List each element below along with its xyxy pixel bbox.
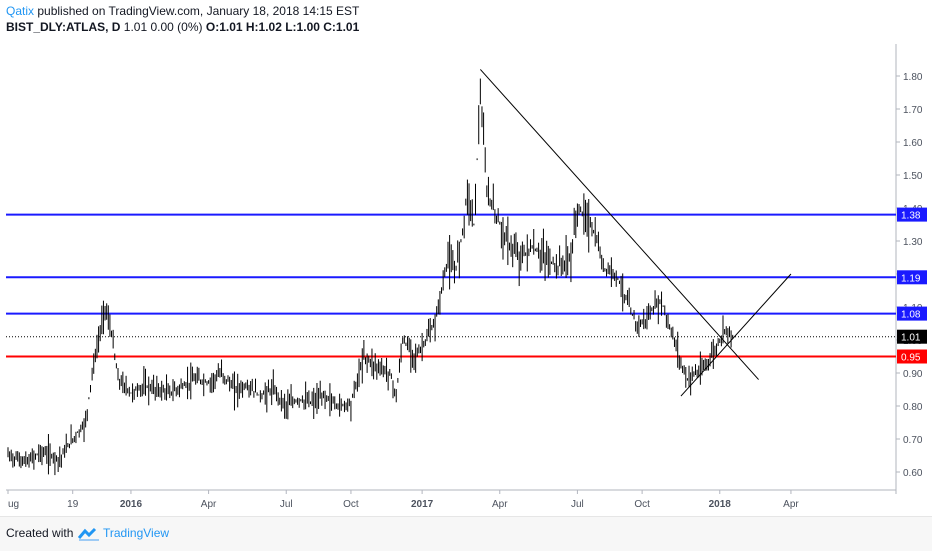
price-label-text: 1.08 xyxy=(901,310,921,321)
price-label-box xyxy=(897,207,927,222)
x-tick-label: Apr xyxy=(492,499,508,510)
x-tick-label: 19 xyxy=(67,499,79,510)
price-label-box xyxy=(897,306,927,321)
footer-bar: Created with TradingView xyxy=(0,516,932,551)
trend-line xyxy=(479,69,759,380)
chart-header: Qatix published on TradingView.com, Janu… xyxy=(6,3,359,35)
publish-line: Qatix published on TradingView.com, Janu… xyxy=(6,3,359,19)
x-tick-label: Oct xyxy=(634,499,650,510)
publish-info: published on TradingView.com, January 18… xyxy=(34,4,360,18)
created-with-label: Created with xyxy=(6,526,74,540)
price-label-text: 1.38 xyxy=(901,211,921,222)
y-tick-label: 1.50 xyxy=(903,171,923,182)
price-label-box xyxy=(897,349,927,364)
symbol-quote: 1.01 0.00 (0%) xyxy=(123,20,203,34)
price-label-text: 1.01 xyxy=(901,333,921,344)
x-tick-label: 2017 xyxy=(411,499,434,510)
y-tick-label: 1.70 xyxy=(903,105,923,116)
author-link[interactable]: Qatix xyxy=(6,4,35,18)
x-tick-label: 2016 xyxy=(120,499,143,510)
y-tick-label: 1.60 xyxy=(903,138,923,149)
x-tick-label: Oct xyxy=(343,499,359,510)
symbol-line: BIST_DLY:ATLAS, D 1.01 0.00 (0%) O:1.01 … xyxy=(6,19,359,35)
price-label-text: 0.95 xyxy=(901,353,921,364)
x-tick-label: Jul xyxy=(280,499,293,510)
x-tick-label: Apr xyxy=(201,499,217,510)
y-tick-label: 1.80 xyxy=(903,72,923,83)
ohlc-values: O:1.01 H:1.02 L:1.00 C:1.01 xyxy=(205,20,360,34)
x-tick-label: ug xyxy=(8,499,19,510)
trend-line xyxy=(680,273,792,397)
tradingview-brand-link[interactable]: TradingView xyxy=(103,526,170,540)
symbol-name: BIST_DLY:ATLAS, D xyxy=(6,20,121,34)
y-tick-label: 0.60 xyxy=(903,468,923,479)
x-tick-label: Jul xyxy=(571,499,584,510)
y-tick-label: 1.30 xyxy=(903,237,923,248)
price-label-box xyxy=(897,270,927,285)
price-chart[interactable]: 0.600.700.800.901.001.101.201.301.401.50… xyxy=(0,0,932,516)
y-tick-label: 0.90 xyxy=(903,369,923,380)
x-tick-label: 2018 xyxy=(709,499,732,510)
x-tick-label: Apr xyxy=(783,499,799,510)
price-label-box xyxy=(897,329,927,344)
y-tick-label: 0.70 xyxy=(903,435,923,446)
tradingview-logo-icon xyxy=(78,527,99,541)
y-tick-label: 0.80 xyxy=(903,402,923,413)
price-label-text: 1.19 xyxy=(901,273,921,284)
